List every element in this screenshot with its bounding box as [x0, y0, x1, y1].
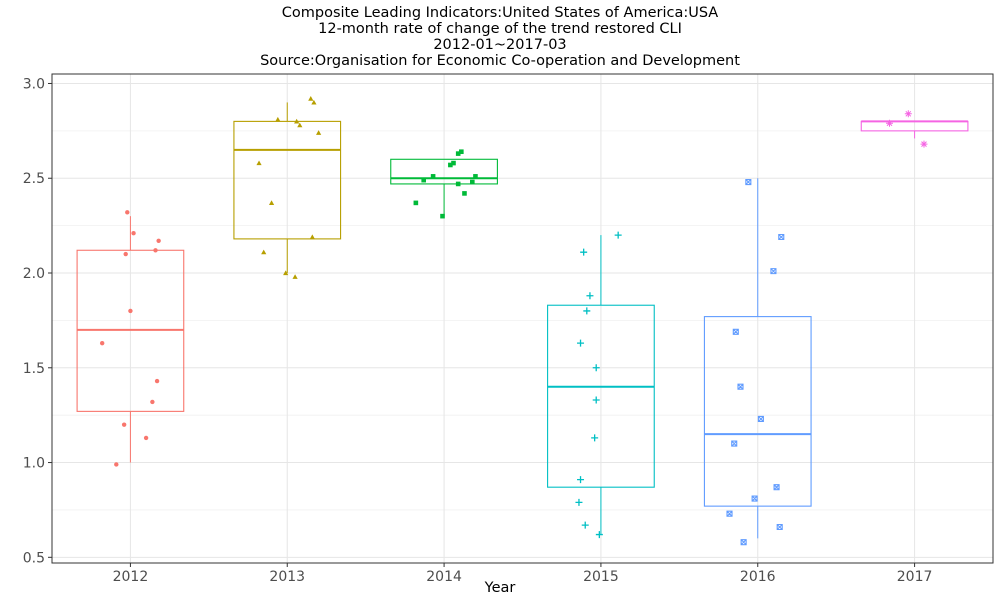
data-point: [125, 210, 130, 215]
data-point: [778, 233, 785, 241]
data-point: [740, 539, 747, 546]
data-point: [308, 96, 314, 101]
data-point: [583, 307, 591, 315]
data-point: [430, 174, 436, 179]
data-point: [309, 234, 315, 240]
box-iqr: [703, 316, 812, 507]
x-tick-label: 2017: [897, 569, 933, 585]
data-point: [123, 251, 128, 257]
data-point: [920, 140, 928, 148]
data-point: [440, 213, 445, 219]
data-point: [448, 162, 453, 168]
data-point: [592, 364, 600, 372]
data-point: [283, 270, 289, 276]
data-point: [591, 434, 599, 442]
y-tick-label: 0.5: [23, 550, 45, 566]
data-point: [757, 415, 764, 423]
data-point: [413, 200, 419, 206]
box-iqr: [390, 158, 498, 185]
data-point: [614, 231, 622, 239]
data-point: [577, 476, 585, 484]
x-tick-label: 2014: [426, 569, 462, 585]
data-point: [150, 399, 155, 405]
data-point: [885, 119, 893, 127]
data-point: [154, 378, 160, 384]
data-point: [143, 435, 149, 441]
x-axis-label: Year: [484, 580, 516, 596]
data-point: [131, 231, 136, 236]
data-point: [737, 383, 744, 390]
data-point: [128, 308, 133, 314]
data-point: [577, 339, 585, 347]
data-point: [459, 149, 464, 155]
data-point: [455, 151, 461, 156]
y-tick-label: 1.0: [23, 456, 45, 472]
data-point: [316, 130, 322, 135]
data-point: [751, 495, 758, 502]
data-point: [156, 238, 161, 243]
data-point: [268, 200, 275, 205]
data-point: [595, 531, 603, 539]
x-tick-label: 2015: [583, 569, 619, 585]
chart-title-line-4: Source:Organisation for Economic Co-oper…: [260, 53, 740, 69]
data-point: [261, 249, 267, 255]
data-point: [745, 178, 752, 186]
box-iqr: [233, 120, 342, 240]
data-point: [297, 122, 303, 128]
y-tick-label: 2.0: [23, 266, 45, 282]
plot-panel: [52, 74, 993, 563]
data-point: [726, 510, 733, 517]
x-tick-label: 2012: [113, 569, 149, 585]
data-point: [153, 248, 158, 253]
data-point: [732, 328, 739, 335]
data-point: [121, 422, 127, 427]
data-point: [770, 268, 777, 275]
data-point: [455, 181, 461, 187]
data-point: [462, 191, 467, 196]
data-point: [473, 174, 478, 179]
data-point: [731, 440, 738, 447]
data-point: [586, 292, 594, 300]
data-point: [99, 340, 105, 346]
y-tick-label: 2.5: [23, 171, 45, 187]
y-tick-label: 3.0: [23, 76, 45, 92]
data-point: [114, 462, 119, 467]
data-point: [581, 521, 589, 529]
chart-title-line-1: Composite Leading Indicators:United Stat…: [281, 5, 719, 21]
data-point: [904, 110, 912, 118]
data-point: [773, 484, 780, 491]
plot-border: [51, 73, 994, 564]
data-point: [311, 99, 317, 105]
data-point: [294, 118, 300, 124]
data-point: [575, 498, 583, 506]
data-point: [275, 116, 281, 122]
chart-title-line-3: 2012-01~2017-03: [433, 37, 567, 53]
box-iqr: [547, 304, 655, 488]
data-point: [776, 523, 783, 531]
data-point: [470, 179, 475, 185]
box-iqr: [860, 120, 969, 132]
data-point: [256, 160, 262, 166]
y-tick-label: 1.5: [23, 361, 45, 377]
data-point: [421, 177, 426, 183]
data-point: [580, 248, 588, 256]
data-point: [451, 160, 456, 166]
data-point: [292, 274, 298, 279]
x-tick-label: 2016: [740, 569, 776, 585]
x-tick-label: 2013: [269, 569, 305, 585]
chart-title-line-2: 12-month rate of change of the trend res…: [318, 21, 682, 37]
data-point: [592, 396, 600, 404]
